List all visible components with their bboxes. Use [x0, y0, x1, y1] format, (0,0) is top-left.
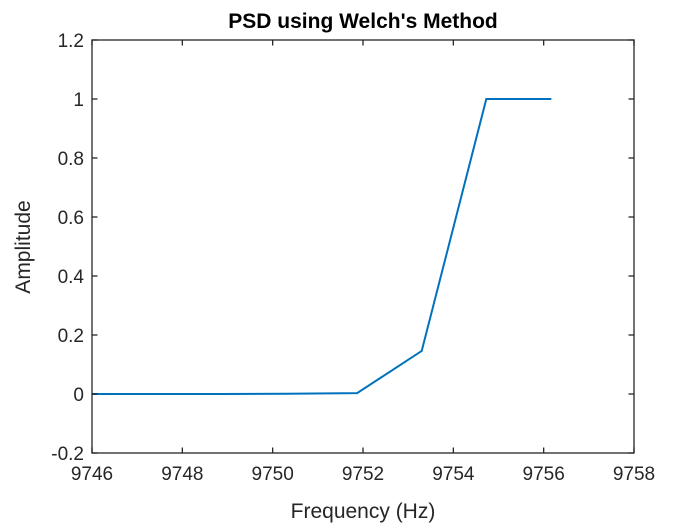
y-tick-label: 0.8 — [58, 149, 84, 170]
y-tick-label: 0.2 — [58, 326, 84, 347]
y-axis-label: Amplitude — [12, 200, 35, 293]
x-tick-label: 9750 — [252, 464, 294, 485]
plot-area: 9746 9748 9750 9752 9754 9756 9758 -0.2 0 0.2 0.4 0… — [51, 31, 655, 485]
x-tick-label: 9748 — [161, 464, 203, 485]
x-tick-label: 9754 — [432, 464, 475, 485]
x-tick-label: 9758 — [613, 464, 655, 485]
y-tick-label: 0.4 — [58, 267, 85, 288]
x-tick-label: 9752 — [342, 464, 384, 485]
chart-title: PSD using Welch's Method — [228, 10, 497, 33]
y-tick-label: 1 — [73, 90, 84, 111]
y-tick-label: 0.6 — [58, 208, 84, 229]
y-tick-label: 1.2 — [58, 31, 84, 52]
y-tick-label: -0.2 — [51, 444, 84, 465]
series-line-0 — [92, 98, 552, 395]
y-tick-label: 0 — [73, 385, 84, 406]
x-axis-label: Frequency (Hz) — [291, 500, 436, 523]
x-tick-label: 9746 — [71, 464, 113, 485]
x-tick-label: 9756 — [523, 464, 565, 485]
